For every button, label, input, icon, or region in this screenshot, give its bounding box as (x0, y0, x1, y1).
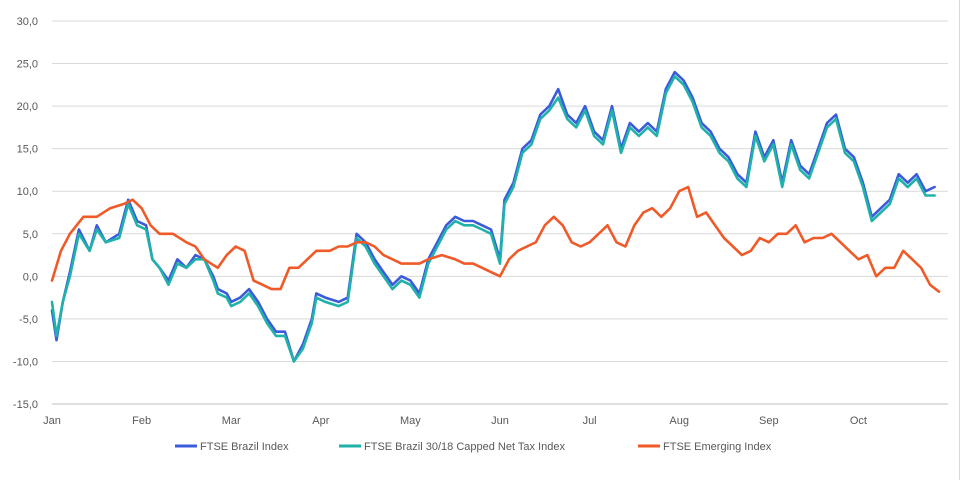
x-tick-label: May (400, 415, 421, 427)
legend-label: FTSE Brazil Index (200, 441, 289, 453)
x-tick-label: Jun (491, 415, 509, 427)
x-tick-label: Aug (669, 415, 689, 427)
y-tick-label: 15,0 (17, 144, 38, 156)
y-tick-label: 25,0 (17, 59, 38, 71)
x-tick-label: Oct (850, 415, 867, 427)
y-tick-label: 20,0 (17, 101, 38, 113)
series-line-ftse-brazil-index (50, 70, 936, 363)
x-axis-tick-labels: Jan Feb Mar Apr May Jun Jul Aug Sep Oct (43, 415, 867, 427)
x-tick-label: Feb (132, 415, 151, 427)
y-tick-label: 0,0 (23, 271, 38, 283)
y-tick-label: 30,0 (17, 16, 38, 28)
x-tick-label: Jan (43, 415, 61, 427)
y-tick-label: -10,0 (13, 356, 38, 368)
x-tick-label: Jul (583, 415, 597, 427)
x-tick-label: Sep (759, 415, 779, 427)
legend: FTSE Brazil Index FTSE Brazil 30/18 Cappe… (175, 441, 772, 453)
y-tick-label: 5,0 (23, 229, 38, 241)
y-tick-label: 10,0 (17, 186, 38, 198)
legend-label: FTSE Emerging Index (663, 441, 772, 453)
y-tick-label: -15,0 (13, 399, 38, 411)
x-tick-label: Mar (222, 415, 241, 427)
x-tick-label: Apr (312, 415, 329, 427)
y-tick-label: -5,0 (19, 314, 38, 326)
series-lines (50, 70, 941, 363)
gridlines (52, 20, 948, 362)
y-axis-tick-labels: 30,0 25,0 20,0 15,0 10,0 5,0 0,0 -5,0 -10,0 -15,0 (13, 16, 38, 411)
series-line-ftse-emerging-index (50, 185, 941, 293)
legend-label: FTSE Brazil 30/18 Capped Net Tax Index (364, 441, 565, 453)
series-line-ftse-brazil-30-18-capped-net-tax-index (50, 75, 936, 363)
